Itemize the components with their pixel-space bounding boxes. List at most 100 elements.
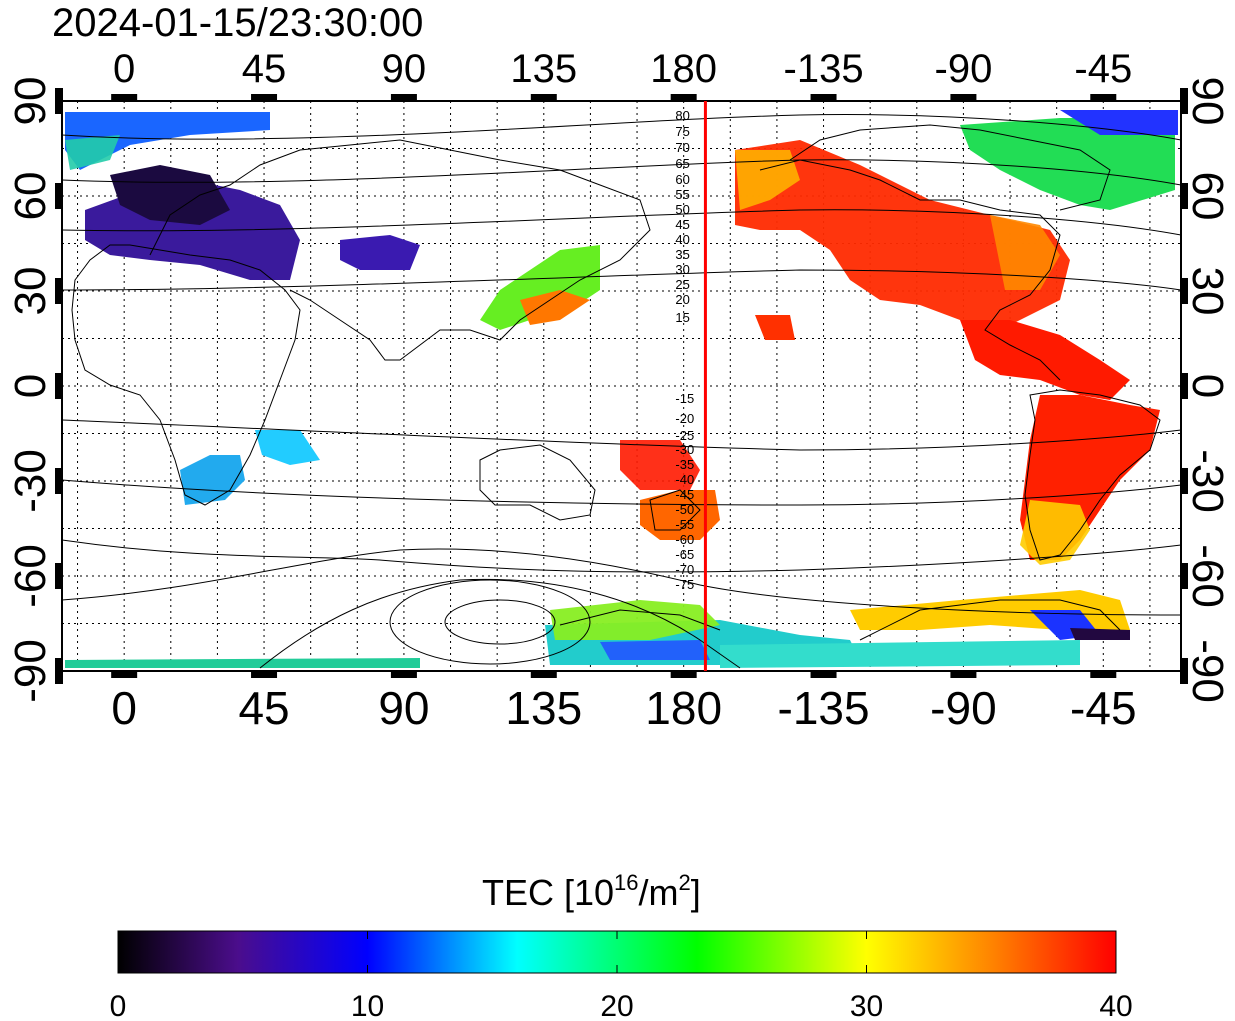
mlat-contour-label: 60 [675,172,689,187]
lon-tick-label-bottom: 45 [238,682,289,734]
lat-tick-label-right: 30 [1183,267,1232,316]
lat-tick-mark [1180,468,1188,494]
mlat-contour-label: 40 [675,232,689,247]
mlat-contour-label: 80 [675,108,689,123]
lon-tick-label-top: 0 [113,47,135,91]
lat-tick-label-right: -60 [1183,544,1232,608]
lon-tick-mark [251,670,278,678]
lat-tick-labels-right: 90 60 30 0 -30 -60 -90 [1183,77,1232,703]
mlat-contour-label: 70 [675,140,689,155]
lon-tick-mark [390,94,417,102]
mlat-contour-label: -45 [675,487,694,502]
lat-tick-mark [55,278,63,304]
colorbar-tick-label: 10 [351,990,384,1021]
lat-tick-label-right: 0 [1183,374,1232,398]
mlat-contour-label: 45 [675,217,689,232]
colorbar-tick-label: 30 [850,990,883,1021]
lat-tick-label-left: -60 [6,544,55,608]
axis-ticks [55,88,1188,684]
lat-tick-mark [1180,373,1188,399]
mlat-contour-label: 65 [675,156,689,171]
lon-tick-label-bottom: 180 [645,682,722,734]
mlat-contour-label: -55 [675,517,694,532]
lon-tick-label-bottom: 135 [505,682,582,734]
mlat-contour-label: -20 [675,411,694,426]
tec-patch-arctic-europe-cyan [65,135,120,170]
lon-tick-label-bottom: 0 [111,682,137,734]
lon-tick-label-top: 180 [650,47,717,91]
mlat-contour-label: -25 [675,428,694,443]
lat-tick-mark [1180,88,1188,114]
lat-tick-mark [1180,563,1188,589]
lat-tick-labels-left: 90 60 30 0 -30 -60 -90 [6,77,55,703]
lon-tick-mark [950,670,977,678]
lat-tick-mark [55,373,63,399]
mlat-contour-label: 20 [675,292,689,307]
lon-tick-label-top: -90 [935,47,993,91]
lat-tick-label-left: 0 [6,374,55,398]
tec-patch-north-america-east [990,215,1060,290]
lon-tick-label-bottom: 90 [378,682,429,734]
tec-patch-north-america [735,140,1070,335]
tec-patch-antarctic-far [600,640,710,660]
tec-patch-antarctic-cyan-east [720,640,1080,668]
tec-patch-tasman [620,440,700,490]
colorbar-title: TEC [1016/m2] [482,870,701,913]
lon-tick-mark [390,670,417,678]
lat-tick-mark [55,658,63,684]
mlat-contour-label: -30 [675,442,694,457]
lat-tick-label-right: 60 [1183,172,1232,221]
mlat-contour-label: -75 [675,577,694,592]
lon-tick-mark [530,94,557,102]
mlat-contour-label: 55 [675,187,689,202]
lon-tick-label-top: 135 [510,47,577,91]
lat-tick-label-right: -30 [1183,449,1232,513]
lat-tick-label-left: 30 [6,267,55,316]
tec-patch-antarctic-green [550,600,720,640]
lat-tick-mark [1180,183,1188,209]
lon-tick-mark [1090,670,1117,678]
lat-tick-label-left: -90 [6,639,55,703]
mlat-contour-label: -60 [675,532,694,547]
lat-tick-mark [55,468,63,494]
lon-tick-label-top: -135 [784,47,864,91]
tec-patch-east-africa [255,430,320,465]
mlat-contour-label: 75 [675,124,689,139]
lat-tick-label-left: 60 [6,172,55,221]
lat-tick-label-left: -30 [6,449,55,513]
lat-tick-mark [55,88,63,114]
mlat-contour-label: -15 [675,391,694,406]
colorbar-tick-label: 0 [110,990,127,1021]
tec-patch-south-africa [180,455,245,505]
mlat-contour-label: -70 [675,562,694,577]
map-title: 2024-01-15/23:30:00 [52,1,423,45]
lon-tick-labels-top: 0 45 90 135 180 -135 -90 -45 [113,47,1132,91]
lon-tick-mark [810,670,837,678]
lon-tick-mark [111,670,138,678]
colorbar-ticks: 0 10 20 30 40 [110,931,1133,1021]
lon-tick-label-top: -45 [1074,47,1132,91]
lon-tick-label-top: 45 [242,47,287,91]
mlat-contour-label: -50 [675,502,694,517]
tec-patch-nz [640,490,720,540]
mlat-contour-label: 25 [675,277,689,292]
colorbar-tick-label: 40 [1099,990,1132,1021]
lon-tick-label-bottom: -90 [930,682,996,734]
lon-tick-mark [810,94,837,102]
tec-patch-russia [340,235,420,270]
tec-patch-north-america-edge [735,150,800,210]
tec-patch-antarctic-dark [1070,628,1130,640]
tec-patch-arctic-north [960,118,1175,210]
mlat-contour-label: -65 [675,547,694,562]
mlat-contour-label: 50 [675,202,689,217]
tec-patch-south-america-south [1020,500,1090,565]
tec-patch-japan-orange [520,290,590,325]
tec-patch-scandinavia [110,165,230,225]
tec-patch-pacific-red [755,315,795,340]
mlat-contour-label: 35 [675,247,689,262]
lon-tick-mark [670,670,697,678]
coastlines [71,124,1161,641]
